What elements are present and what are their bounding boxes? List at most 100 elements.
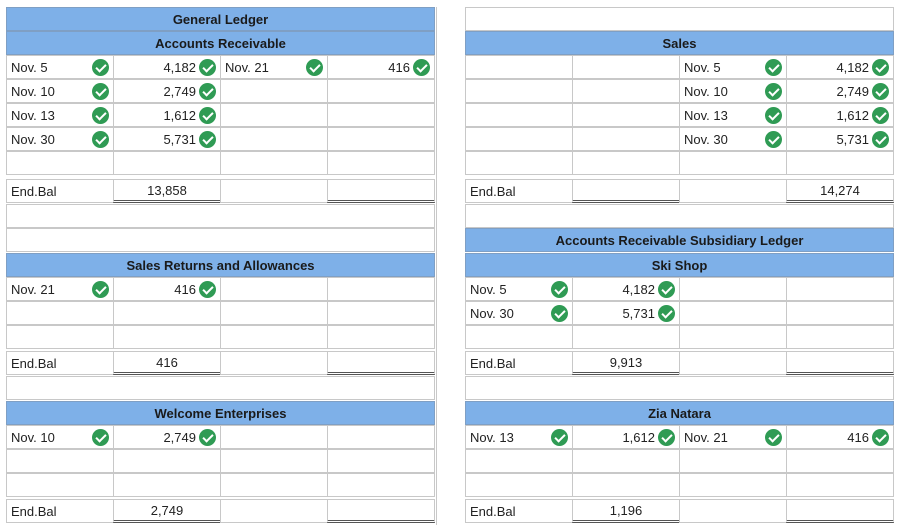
debit-amount-field[interactable] xyxy=(113,151,221,175)
credit-date-field[interactable] xyxy=(220,127,328,151)
credit-date-field[interactable] xyxy=(679,449,787,473)
credit-amount-field[interactable] xyxy=(786,277,894,301)
credit-amount-field[interactable] xyxy=(786,473,894,497)
end-balance-debit-field[interactable] xyxy=(572,179,680,203)
debit-amount-field[interactable] xyxy=(572,79,680,103)
credit-date-field[interactable] xyxy=(220,103,328,127)
debit-date-field[interactable] xyxy=(465,325,573,349)
debit-date-field[interactable]: Nov. 10 xyxy=(6,425,114,449)
debit-amount-field[interactable]: 1,612 xyxy=(572,425,680,449)
debit-date-field[interactable]: Nov. 13 xyxy=(6,103,114,127)
debit-amount-field[interactable]: 416 xyxy=(113,277,221,301)
debit-date-field[interactable] xyxy=(465,55,573,79)
end-balance-credit-field[interactable] xyxy=(327,499,435,523)
end-balance-debit-field[interactable]: 9,913 xyxy=(572,351,680,375)
debit-amount-field[interactable] xyxy=(113,325,221,349)
credit-date-field[interactable]: Nov. 21 xyxy=(679,425,787,449)
end-balance-debit-field[interactable]: 416 xyxy=(113,351,221,375)
end-balance-debit-field[interactable]: 2,749 xyxy=(113,499,221,523)
credit-amount-field[interactable] xyxy=(327,325,435,349)
debit-amount-field[interactable] xyxy=(572,325,680,349)
end-balance-debit-field[interactable]: 1,196 xyxy=(572,499,680,523)
debit-amount-field[interactable] xyxy=(572,449,680,473)
debit-amount-field[interactable] xyxy=(113,473,221,497)
debit-date-field[interactable]: Nov. 5 xyxy=(465,277,573,301)
credit-amount-field[interactable] xyxy=(786,449,894,473)
debit-amount-field[interactable] xyxy=(572,151,680,175)
debit-amount-field[interactable]: 2,749 xyxy=(113,79,221,103)
debit-date-field[interactable]: Nov. 30 xyxy=(6,127,114,151)
credit-amount-field[interactable]: 1,612 xyxy=(786,103,894,127)
credit-date-field[interactable]: Nov. 21 xyxy=(220,55,328,79)
debit-date-field[interactable] xyxy=(465,79,573,103)
debit-date-field[interactable] xyxy=(465,473,573,497)
debit-amount-field[interactable]: 1,612 xyxy=(113,103,221,127)
debit-amount-field[interactable] xyxy=(113,301,221,325)
end-balance-credit-field[interactable] xyxy=(786,351,894,375)
credit-amount-field[interactable] xyxy=(327,473,435,497)
credit-date-field[interactable] xyxy=(220,301,328,325)
credit-amount-field[interactable]: 5,731 xyxy=(786,127,894,151)
debit-amount-field[interactable]: 4,182 xyxy=(113,55,221,79)
credit-amount-field[interactable] xyxy=(327,301,435,325)
credit-date-field[interactable] xyxy=(679,151,787,175)
credit-amount-field[interactable] xyxy=(327,449,435,473)
debit-date-field[interactable]: Nov. 30 xyxy=(465,301,573,325)
credit-amount-field[interactable]: 2,749 xyxy=(786,79,894,103)
credit-amount-field[interactable] xyxy=(327,277,435,301)
credit-amount-field[interactable]: 416 xyxy=(786,425,894,449)
debit-amount-field[interactable]: 4,182 xyxy=(572,277,680,301)
end-balance-credit-field[interactable] xyxy=(327,179,435,203)
credit-amount-field[interactable] xyxy=(327,79,435,103)
credit-date-field[interactable] xyxy=(220,325,328,349)
credit-amount-field[interactable] xyxy=(327,127,435,151)
debit-date-field[interactable]: Nov. 13 xyxy=(465,425,573,449)
debit-date-field[interactable] xyxy=(465,449,573,473)
credit-date-field[interactable] xyxy=(679,473,787,497)
credit-date-field[interactable] xyxy=(220,449,328,473)
debit-amount-field[interactable] xyxy=(572,127,680,151)
debit-amount-field[interactable]: 5,731 xyxy=(572,301,680,325)
credit-amount-field[interactable] xyxy=(786,325,894,349)
credit-amount-field[interactable] xyxy=(327,103,435,127)
end-balance-debit-field[interactable]: 13,858 xyxy=(113,179,221,203)
debit-date-field[interactable] xyxy=(465,127,573,151)
credit-amount-field[interactable] xyxy=(786,301,894,325)
end-balance-credit-field[interactable] xyxy=(786,499,894,523)
credit-amount-field[interactable] xyxy=(786,151,894,175)
debit-date-field[interactable] xyxy=(6,325,114,349)
credit-date-field[interactable]: Nov. 13 xyxy=(679,103,787,127)
debit-amount-field[interactable]: 2,749 xyxy=(113,425,221,449)
credit-date-field[interactable] xyxy=(220,473,328,497)
debit-date-field[interactable]: Nov. 10 xyxy=(6,79,114,103)
debit-date-field[interactable] xyxy=(6,449,114,473)
debit-amount-field[interactable] xyxy=(113,449,221,473)
debit-date-field[interactable] xyxy=(6,473,114,497)
debit-amount-field[interactable]: 5,731 xyxy=(113,127,221,151)
end-balance-credit-field[interactable]: 14,274 xyxy=(786,179,894,203)
credit-amount-field[interactable] xyxy=(327,425,435,449)
debit-amount-field[interactable] xyxy=(572,473,680,497)
credit-amount-field[interactable]: 416 xyxy=(327,55,435,79)
credit-amount-field[interactable] xyxy=(327,151,435,175)
credit-date-field[interactable] xyxy=(679,301,787,325)
debit-date-field[interactable]: Nov. 5 xyxy=(6,55,114,79)
credit-date-field[interactable] xyxy=(220,151,328,175)
debit-date-field[interactable] xyxy=(6,151,114,175)
end-balance-credit-field[interactable] xyxy=(327,351,435,375)
debit-date-field[interactable] xyxy=(465,103,573,127)
credit-date-field[interactable] xyxy=(220,79,328,103)
credit-date-field[interactable]: Nov. 30 xyxy=(679,127,787,151)
credit-date-field[interactable] xyxy=(679,325,787,349)
debit-date-field[interactable] xyxy=(465,151,573,175)
credit-date-field[interactable]: Nov. 10 xyxy=(679,79,787,103)
credit-date-field[interactable] xyxy=(679,277,787,301)
debit-amount-field[interactable] xyxy=(572,55,680,79)
debit-date-field[interactable]: Nov. 21 xyxy=(6,277,114,301)
debit-date-field[interactable] xyxy=(6,301,114,325)
debit-amount-field[interactable] xyxy=(572,103,680,127)
credit-date-field[interactable]: Nov. 5 xyxy=(679,55,787,79)
credit-date-field[interactable] xyxy=(220,425,328,449)
credit-amount-field[interactable]: 4,182 xyxy=(786,55,894,79)
credit-date-field[interactable] xyxy=(220,277,328,301)
